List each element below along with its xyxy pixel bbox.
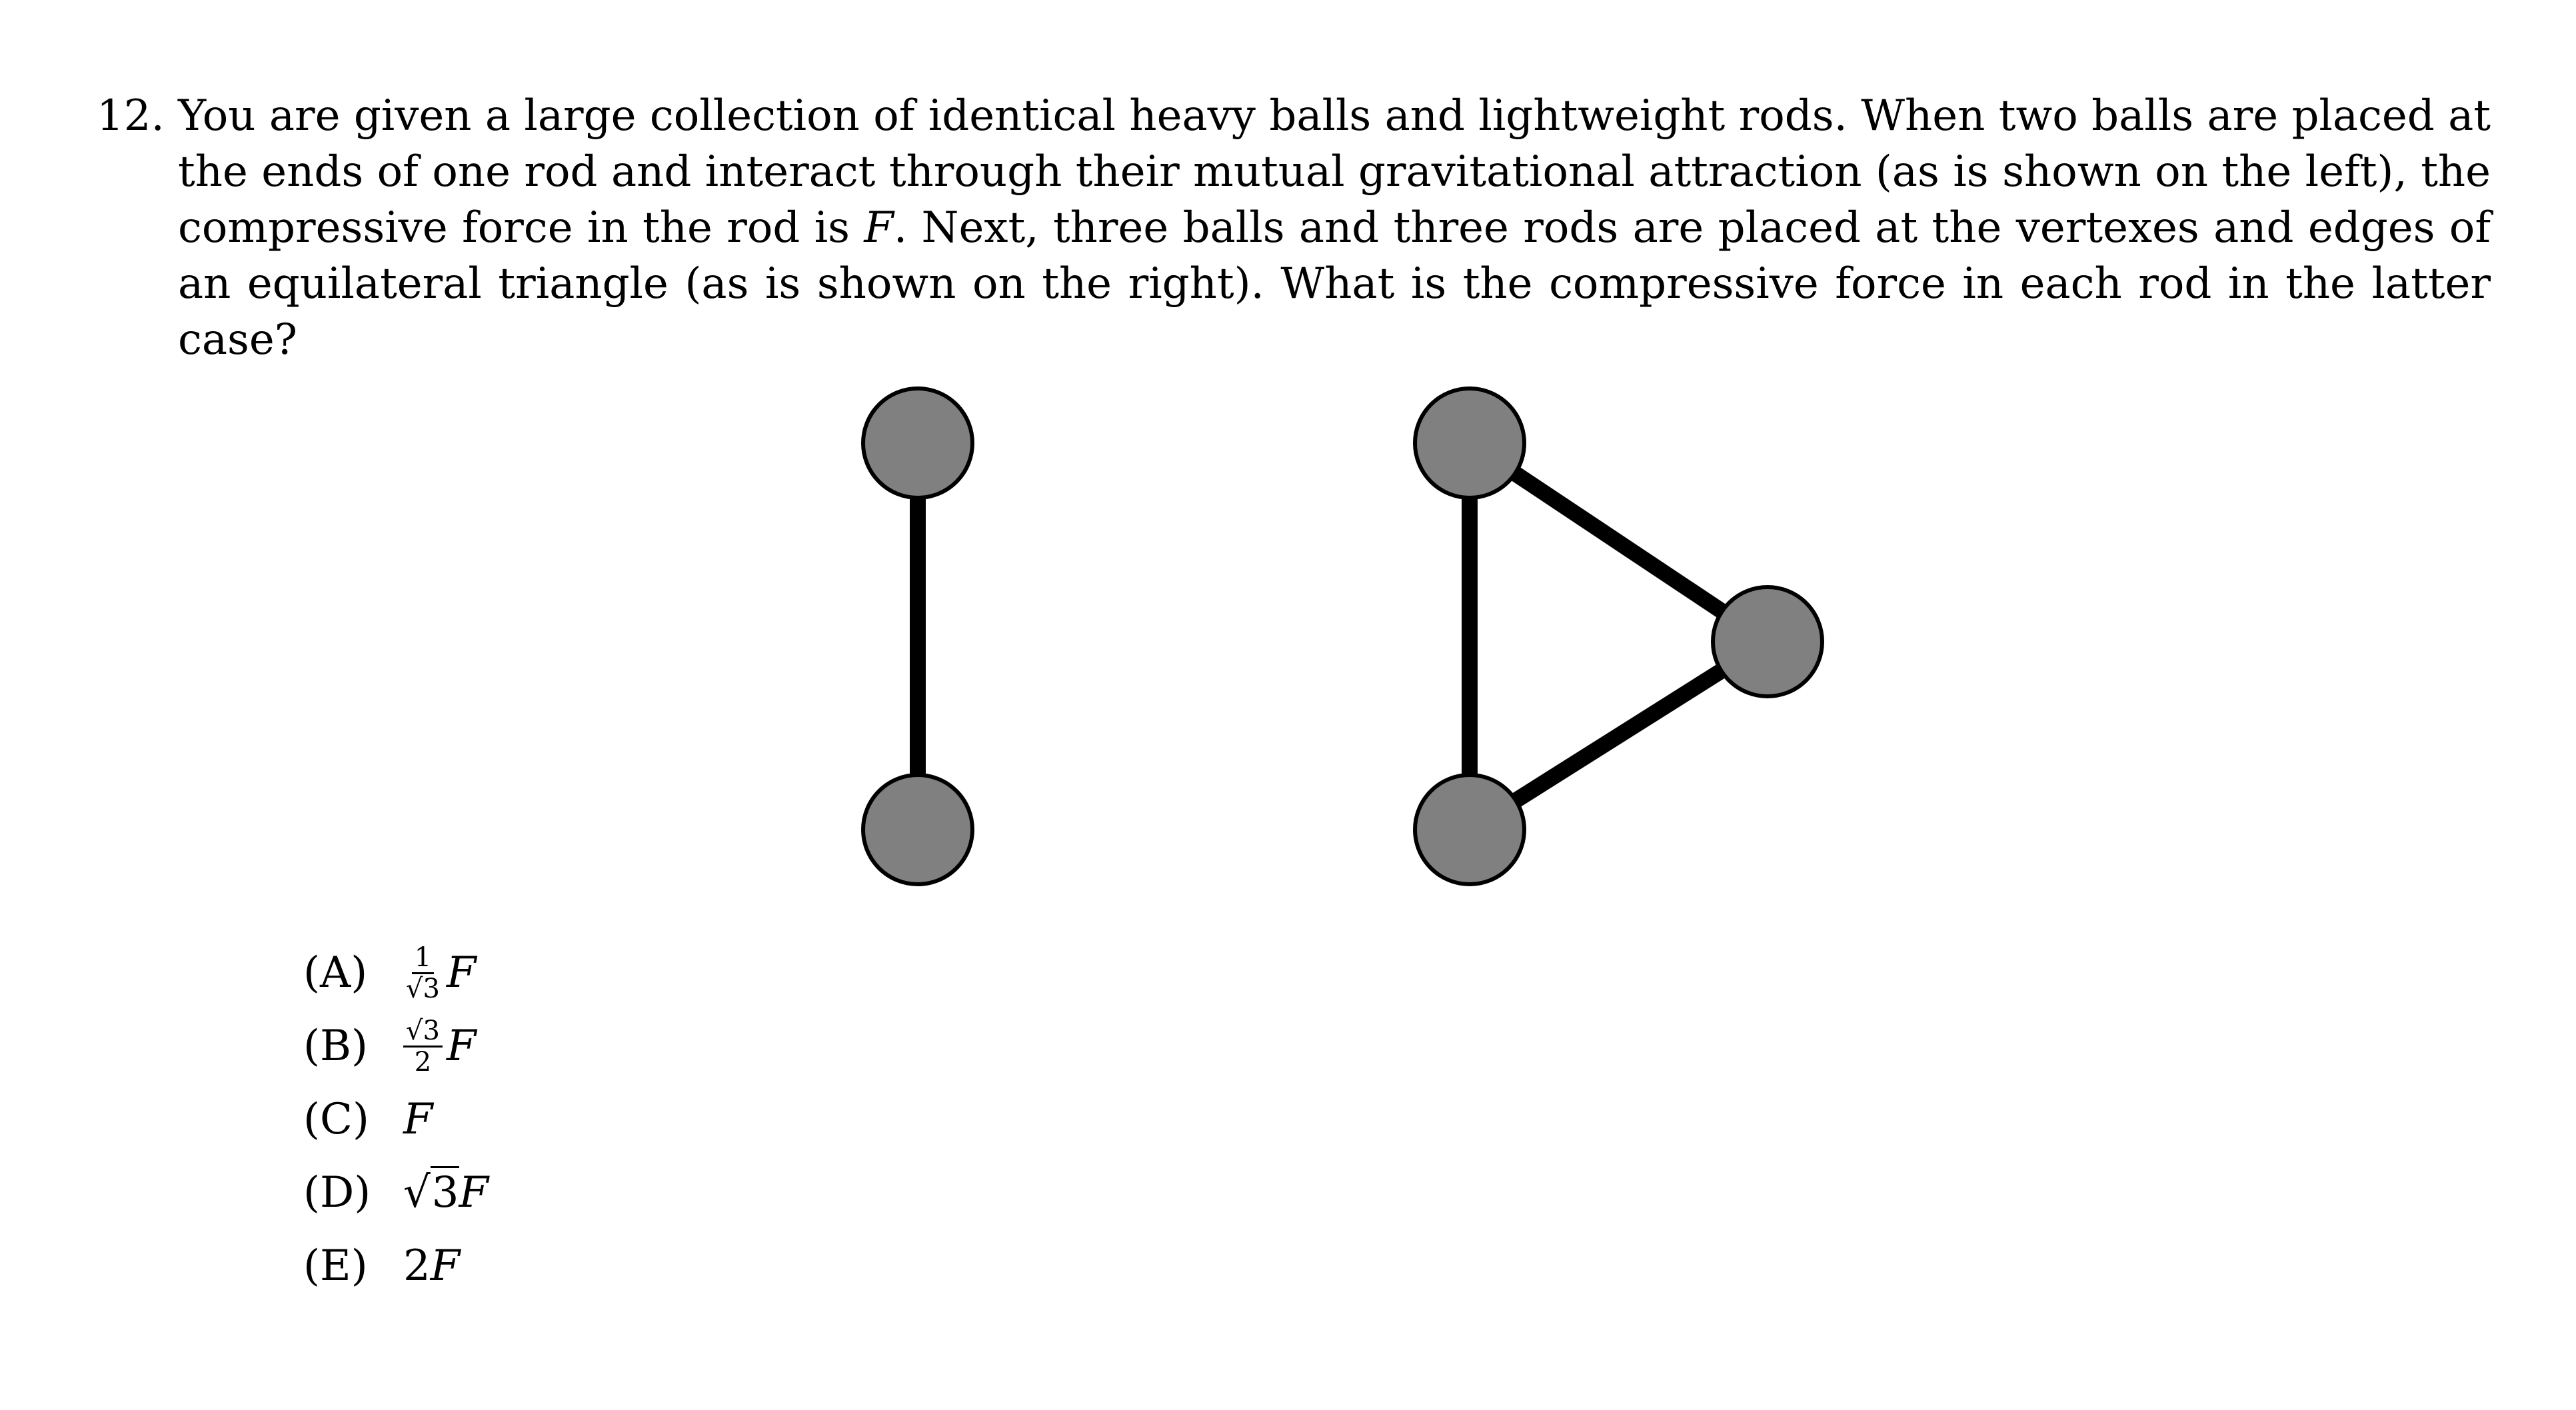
choice-b-fraction: √3 2 — [403, 1016, 443, 1077]
rod-triangle-top — [1465, 436, 1772, 648]
question-text-part-1: You are given a large collection of iden… — [178, 91, 2491, 253]
choice-b[interactable]: (B) √3 2 F — [303, 1010, 489, 1083]
choice-c-label: (C) — [303, 1095, 369, 1144]
answer-choices: (A) 1 √3 F (B) √3 2 F (C) F (D) √3 F (E) … — [303, 936, 489, 1303]
choice-a-fraction: 1 √3 — [403, 943, 443, 1004]
ball-triangle-bottom — [1413, 773, 1526, 886]
two-ball-diagram — [861, 386, 974, 886]
choice-a[interactable]: (A) 1 √3 F — [303, 936, 489, 1010]
choice-d[interactable]: (D) √3 F — [303, 1156, 489, 1229]
choice-e-label: (E) — [303, 1241, 368, 1291]
choice-c-value: F — [403, 1095, 433, 1144]
question-text-part-2: . Next, three balls and three rods are p… — [178, 203, 2491, 364]
ball-left-top — [861, 386, 974, 500]
choice-e-variable: F — [430, 1241, 461, 1291]
choice-b-numerator: √3 — [403, 1016, 443, 1048]
triangle-diagram — [1413, 386, 1824, 886]
ball-triangle-top — [1413, 386, 1526, 500]
choice-d-radicand: 3 — [430, 1166, 459, 1217]
question-number: 12. — [97, 91, 165, 141]
question-text: You are given a large collection of iden… — [178, 88, 2491, 368]
choice-a-label: (A) — [303, 948, 368, 998]
choice-d-label: (D) — [303, 1168, 371, 1217]
choice-d-sqrt: √3 — [403, 1166, 459, 1217]
choice-b-denominator: 2 — [414, 1046, 432, 1077]
choice-a-numerator: 1 — [411, 943, 435, 974]
choice-d-variable: F — [459, 1168, 489, 1217]
choice-b-label: (B) — [303, 1022, 368, 1071]
rod-triangle-bottom — [1465, 634, 1772, 837]
choice-b-variable: F — [446, 1022, 477, 1071]
choice-e-coefficient: 2 — [403, 1241, 431, 1291]
ball-left-bottom — [861, 773, 974, 886]
choice-a-denominator: √3 — [406, 973, 440, 1004]
question-text-variable-f: F — [864, 203, 894, 253]
choice-a-variable: F — [446, 948, 477, 998]
choice-c[interactable]: (C) F — [303, 1083, 489, 1156]
ball-triangle-right — [1711, 585, 1824, 698]
